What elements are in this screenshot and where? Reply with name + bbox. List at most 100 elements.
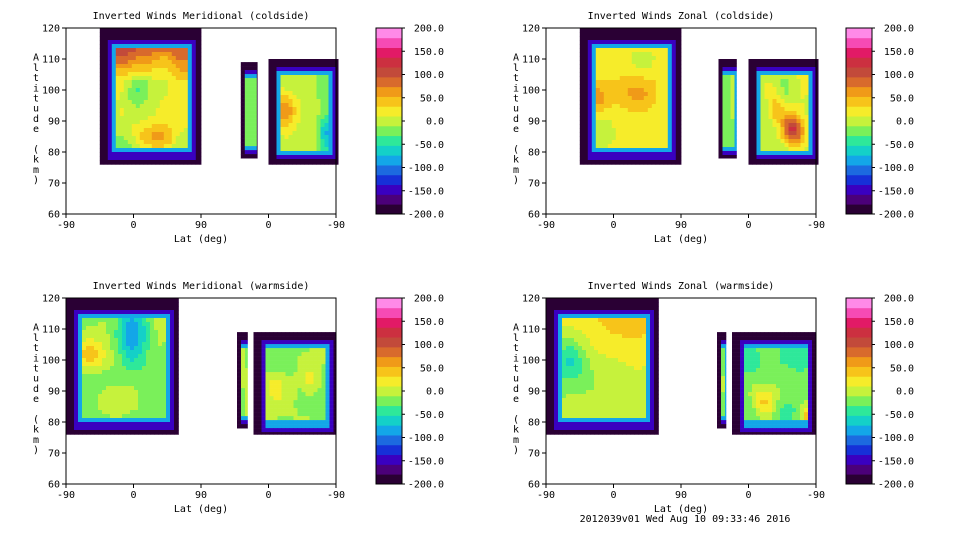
colorbar-swatch xyxy=(846,116,872,127)
colorbar-label: 0.0 xyxy=(896,387,914,398)
colorbar-label: 100.0 xyxy=(884,70,914,81)
y-tick-label: 100 xyxy=(42,86,60,97)
data-block-3 xyxy=(268,59,339,165)
colorbar-label: -50.0 xyxy=(884,140,914,151)
colorbar-swatch xyxy=(376,165,402,176)
svg-text:): ) xyxy=(513,175,519,186)
colorbar-label: -200.0 xyxy=(878,480,914,491)
y-tick-label: 60 xyxy=(48,210,60,221)
colorbar-swatch xyxy=(376,125,402,137)
colorbar-label: 150.0 xyxy=(414,317,444,328)
svg-text:A: A xyxy=(513,53,519,64)
colorbar-label: -150.0 xyxy=(408,456,444,467)
colorbar-swatch xyxy=(376,76,402,88)
colorbar-swatch xyxy=(376,415,402,426)
colorbar-swatch xyxy=(376,174,402,186)
chart-panel-4: Inverted Winds Zonal (warmside) -90 0 90 0 -9… xyxy=(513,281,914,515)
data-block-1 xyxy=(66,298,179,435)
colorbar-label: -100.0 xyxy=(878,163,914,174)
colorbar-swatch xyxy=(846,386,872,397)
x-tick-label: -90 xyxy=(537,220,555,231)
colorbar-swatch xyxy=(376,356,402,367)
colorbar-swatch xyxy=(846,165,872,176)
colorbar-label: 100.0 xyxy=(414,340,444,351)
colorbar-swatch xyxy=(376,184,402,195)
x-tick-label: 0 xyxy=(610,220,616,231)
colorbar-label: 100.0 xyxy=(884,340,914,351)
data-block-1 xyxy=(99,28,202,165)
svg-text:t: t xyxy=(513,94,519,105)
colorbar-swatch xyxy=(846,28,872,39)
x-axis-label: Lat (deg) xyxy=(654,504,708,515)
colorbar-swatch xyxy=(846,184,872,195)
colorbar-label: -50.0 xyxy=(884,410,914,421)
colorbar-swatch xyxy=(846,474,872,485)
colorbar-swatch xyxy=(376,337,402,348)
svg-text:l: l xyxy=(33,63,39,74)
x-axis-label: Lat (deg) xyxy=(174,234,228,245)
x-tick-label: -90 xyxy=(327,490,345,501)
y-tick-label: 70 xyxy=(48,449,60,460)
data-block-1 xyxy=(546,298,659,435)
x-tick-label: 0 xyxy=(745,490,751,501)
colorbar-label: -100.0 xyxy=(408,433,444,444)
x-tick-label: -90 xyxy=(327,220,345,231)
y-tick-label: 90 xyxy=(48,387,60,398)
svg-text:k: k xyxy=(513,155,519,166)
data-block-2 xyxy=(717,332,727,429)
colorbar-swatch xyxy=(376,135,402,146)
colorbar-swatch xyxy=(846,405,872,416)
colorbar-swatch xyxy=(846,57,872,68)
svg-text:t: t xyxy=(513,73,519,84)
colorbar-label: 150.0 xyxy=(884,47,914,58)
svg-text:t: t xyxy=(33,94,39,105)
y-tick-label: 100 xyxy=(522,86,540,97)
colorbar-swatch xyxy=(846,317,872,328)
y-tick-label: 110 xyxy=(42,325,60,336)
svg-text:m: m xyxy=(33,435,39,446)
colorbar-swatch xyxy=(846,337,872,348)
chart-title: Inverted Winds Zonal (coldside) xyxy=(588,11,775,22)
colorbar-label: 50.0 xyxy=(420,93,444,104)
colorbar-swatch xyxy=(846,327,872,338)
colorbar-swatch xyxy=(376,67,402,78)
colorbar-label: 0.0 xyxy=(426,117,444,128)
colorbar-swatch xyxy=(846,298,872,309)
colorbar-swatch xyxy=(846,454,872,465)
x-tick-label: -90 xyxy=(807,490,825,501)
svg-text:u: u xyxy=(513,104,519,115)
colorbar-label: 0.0 xyxy=(896,117,914,128)
x-axis-label: Lat (deg) xyxy=(174,504,228,515)
colorbar-label: 50.0 xyxy=(890,93,914,104)
colorbar-label: -50.0 xyxy=(414,410,444,421)
data-block-2 xyxy=(237,332,248,429)
colorbar-swatch xyxy=(846,174,872,186)
colorbar-swatch xyxy=(376,435,402,446)
colorbar-swatch xyxy=(376,307,402,318)
y-tick-label: 70 xyxy=(528,449,540,460)
colorbar-swatch xyxy=(846,194,872,205)
y-tick-label: 80 xyxy=(48,148,60,159)
colorbar-swatch xyxy=(376,405,402,416)
chart-title: Inverted Winds Zonal (warmside) xyxy=(588,281,775,292)
colorbar-swatch xyxy=(376,464,402,475)
colorbar-label: -200.0 xyxy=(878,210,914,221)
svg-text:t: t xyxy=(33,73,39,84)
chart-title: Inverted Winds Meridional (warmside) xyxy=(93,281,310,292)
x-tick-label: -90 xyxy=(537,490,555,501)
colorbar-swatch xyxy=(376,204,402,215)
colorbar-label: 0.0 xyxy=(426,387,444,398)
svg-text:i: i xyxy=(33,83,39,94)
colorbar-swatch xyxy=(846,346,872,358)
svg-text:): ) xyxy=(33,445,39,456)
svg-text:t: t xyxy=(33,343,39,354)
colorbar-swatch xyxy=(376,474,402,485)
colorbar-swatch xyxy=(846,135,872,146)
svg-text:(: ( xyxy=(513,145,519,156)
colorbar-swatch xyxy=(376,425,402,436)
colorbar-label: -150.0 xyxy=(878,456,914,467)
colorbar-swatch xyxy=(376,386,402,397)
y-tick-label: 120 xyxy=(522,294,540,305)
colorbar-swatch xyxy=(846,106,872,117)
